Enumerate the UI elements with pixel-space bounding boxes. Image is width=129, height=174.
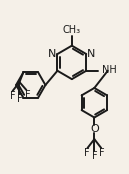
Text: F: F — [99, 148, 105, 158]
Text: F: F — [17, 94, 22, 104]
Text: N: N — [87, 49, 96, 59]
Text: F: F — [84, 148, 89, 158]
Text: F: F — [92, 151, 97, 161]
Text: NH: NH — [102, 65, 117, 75]
Text: F: F — [26, 90, 31, 100]
Text: N: N — [48, 49, 57, 59]
Text: F: F — [10, 91, 15, 101]
Text: CH₃: CH₃ — [63, 25, 81, 35]
Text: O: O — [90, 124, 99, 134]
